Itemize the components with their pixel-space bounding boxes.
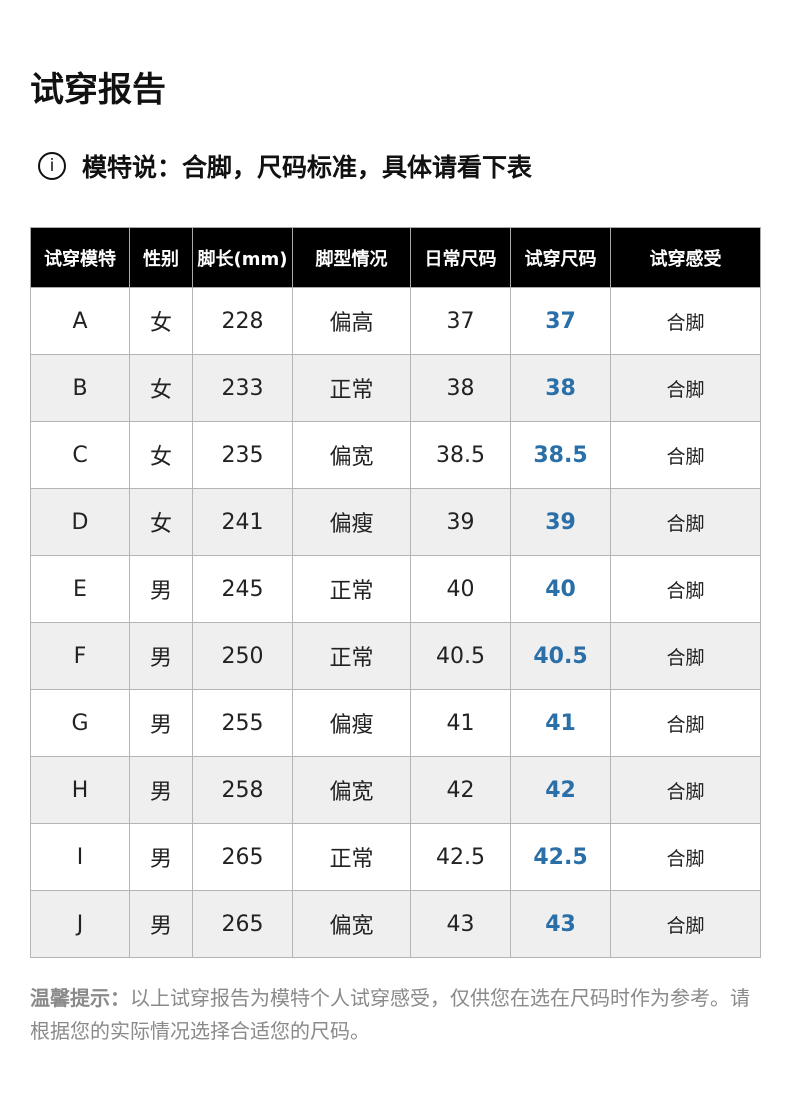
tip-text: 以上试穿报告为模特个人试穿感受，仅供您在选在尺码时作为参考。请根据您的实际情况选… [30,986,750,1043]
table-cell: 女 [129,488,193,556]
table-cell: 合脚 [610,488,761,556]
model-summary: i 模特说：合脚，尺码标准，具体请看下表 [38,148,532,184]
table-cell: 38 [410,354,511,422]
tip-note: 温馨提示：以上试穿报告为模特个人试穿感受，仅供您在选在尺码时作为参考。请根据您的… [30,982,760,1048]
table-cell: 合脚 [610,622,761,690]
table-cell: 正常 [292,354,411,422]
table-cell: F [30,622,130,690]
table-cell: 42 [510,756,611,824]
table-cell: 合脚 [610,354,761,422]
table-cell: 正常 [292,555,411,623]
table-cell: A [30,287,130,355]
table-cell: D [30,488,130,556]
table-cell: 39 [410,488,511,556]
table-cell: 女 [129,287,193,355]
table-cell: 43 [410,890,511,958]
table-cell: 偏高 [292,287,411,355]
table-cell: 228 [192,287,293,355]
table-cell: 合脚 [610,555,761,623]
table-cell: 偏宽 [292,890,411,958]
table-cell: 250 [192,622,293,690]
info-icon: i [38,152,66,180]
table-row: J 男 265 偏宽 43 43 合脚 [30,890,761,958]
table-cell: 合脚 [610,689,761,757]
table-cell: 合脚 [610,287,761,355]
model-summary-text: 模特说：合脚，尺码标准，具体请看下表 [82,153,533,182]
table-cell: 40 [410,555,511,623]
table-row: D 女 241 偏瘦 39 39 合脚 [30,488,761,556]
table-row: G 男 255 偏瘦 41 41 合脚 [30,689,761,757]
table-cell: 40 [510,555,611,623]
table-row: H 男 258 偏宽 42 42 合脚 [30,756,761,824]
table-cell: B [30,354,130,422]
table-cell: I [30,823,130,891]
table-cell: 38 [510,354,611,422]
column-header: 试穿尺码 [510,227,611,288]
table-cell: 40.5 [410,622,511,690]
table-cell: 男 [129,689,193,757]
fit-report-table: 试穿模特 性别 脚长(mm) 脚型情况 日常尺码 试穿尺码 试穿感受 A 女 228 偏高 37 37… [30,227,761,958]
table-cell: 235 [192,421,293,489]
table-cell: J [30,890,130,958]
table-cell: 40.5 [510,622,611,690]
table-row: I 男 265 正常 42.5 42.5 合脚 [30,823,761,891]
table-cell: E [30,555,130,623]
table-cell: 合脚 [610,421,761,489]
table-row: F 男 250 正常 40.5 40.5 合脚 [30,622,761,690]
table-row: C 女 235 偏宽 38.5 38.5 合脚 [30,421,761,489]
table-cell: 255 [192,689,293,757]
table-row: A 女 228 偏高 37 37 合脚 [30,287,761,355]
table-cell: 265 [192,890,293,958]
column-header: 日常尺码 [410,227,511,288]
table-cell: 38.5 [410,421,511,489]
table-cell: 41 [510,689,611,757]
table-cell: 37 [510,287,611,355]
table-cell: 正常 [292,823,411,891]
table-cell: 偏宽 [292,756,411,824]
table-cell: 37 [410,287,511,355]
table-cell: H [30,756,130,824]
table-cell: 38.5 [510,421,611,489]
table-cell: 偏瘦 [292,689,411,757]
table-cell: 男 [129,555,193,623]
column-header: 试穿模特 [30,227,130,288]
table-cell: 42 [410,756,511,824]
table-cell: 男 [129,622,193,690]
table-cell: C [30,421,130,489]
table-cell: 39 [510,488,611,556]
table-cell: 合脚 [610,756,761,824]
table-header: 试穿模特 性别 脚长(mm) 脚型情况 日常尺码 试穿尺码 试穿感受 [30,227,761,288]
table-cell: 233 [192,354,293,422]
table-cell: 偏宽 [292,421,411,489]
tip-label: 温馨提示： [30,986,130,1010]
table-cell: 43 [510,890,611,958]
column-header: 脚长(mm) [192,227,293,288]
table-cell: 男 [129,756,193,824]
table-row: B 女 233 正常 38 38 合脚 [30,354,761,422]
table-cell: 42.5 [410,823,511,891]
table-cell: 合脚 [610,823,761,891]
table-cell: 合脚 [610,890,761,958]
column-header: 试穿感受 [610,227,761,288]
table-cell: 男 [129,823,193,891]
table-cell: 241 [192,488,293,556]
table-row: E 男 245 正常 40 40 合脚 [30,555,761,623]
table-cell: 正常 [292,622,411,690]
table-cell: 41 [410,689,511,757]
table-cell: G [30,689,130,757]
page-title: 试穿报告 [30,70,166,110]
table-cell: 42.5 [510,823,611,891]
table-cell: 偏瘦 [292,488,411,556]
table-cell: 男 [129,890,193,958]
table-cell: 女 [129,421,193,489]
column-header: 性别 [129,227,193,288]
table-cell: 258 [192,756,293,824]
table-cell: 265 [192,823,293,891]
table-cell: 245 [192,555,293,623]
table-cell: 女 [129,354,193,422]
column-header: 脚型情况 [292,227,411,288]
